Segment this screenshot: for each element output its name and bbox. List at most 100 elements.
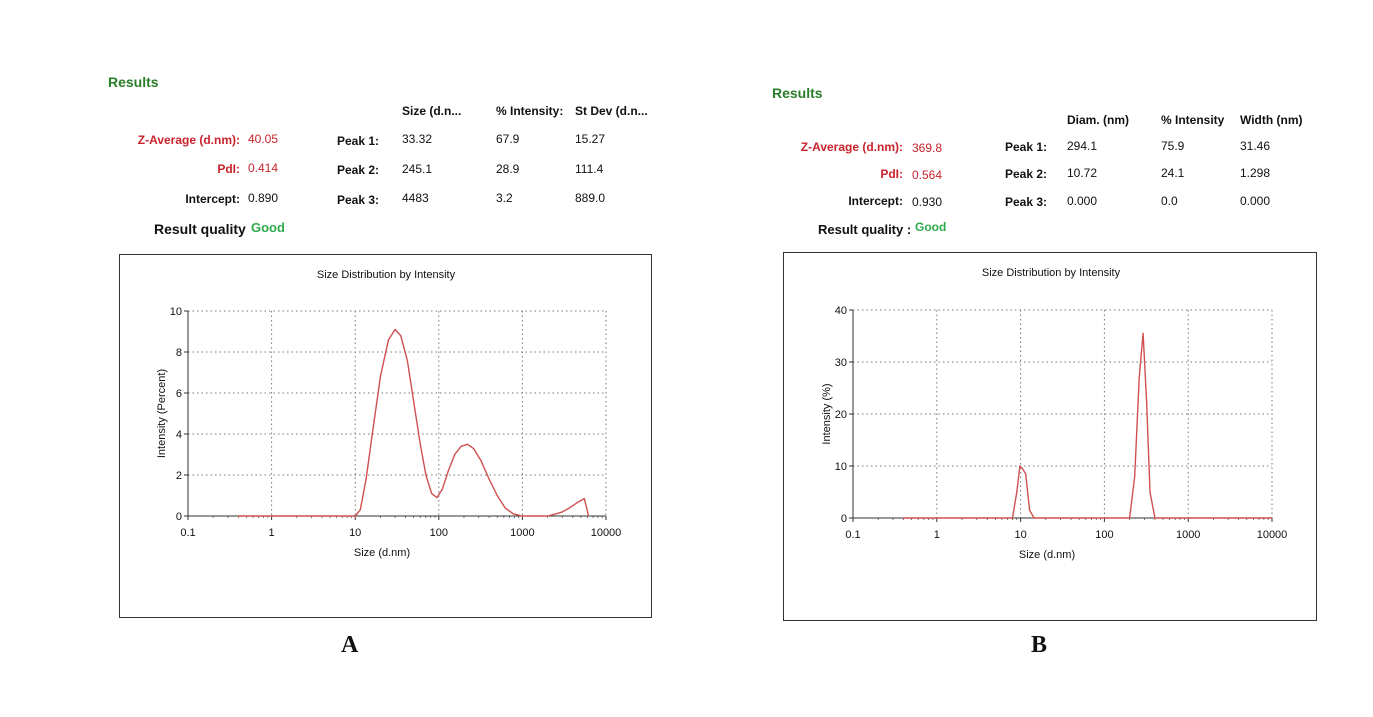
result-quality-label-a: Result quality: [154, 221, 246, 237]
peak-1-label-a: Peak 1:: [337, 134, 380, 148]
data-point-a: [572, 505, 574, 507]
x-tick-label-a: 10: [349, 527, 361, 539]
result-quality-label-b: Result quality :: [818, 222, 912, 237]
intercept-value-a: 0.890: [248, 191, 279, 205]
x-tick-label-b: 1: [934, 529, 940, 541]
y-tick-label-a: 2: [176, 470, 182, 482]
results-heading-b: Results: [772, 85, 823, 101]
data-point-b: [1142, 332, 1144, 334]
y-tick-label-b: 10: [835, 461, 847, 473]
table-header-width-b: Width (nm): [1240, 113, 1303, 127]
peak-1-width-b: 31.46: [1240, 139, 1271, 153]
series-line-b: [903, 332, 1272, 519]
data-point-a: [488, 478, 490, 480]
peak-1-intensity-b: 75.9: [1161, 139, 1185, 153]
peak-1-label-b: Peak 1:: [1005, 140, 1048, 154]
data-point-b: [1025, 473, 1027, 475]
data-point-a: [441, 488, 443, 490]
data-point-a: [588, 515, 590, 517]
data-point-a: [536, 515, 538, 517]
data-point-a: [480, 460, 482, 462]
data-point-a: [430, 492, 433, 495]
data-point-b: [1129, 517, 1131, 519]
data-point-b: [1028, 509, 1031, 511]
result-quality-value-a: Good: [251, 220, 285, 235]
intercept-value-b: 0.930: [912, 195, 943, 209]
data-point-b: [1271, 517, 1273, 519]
data-point-a: [546, 515, 549, 517]
data-point-b: [1011, 517, 1014, 519]
x-axis-label-b: Size (d.nm): [1019, 549, 1075, 561]
peak-2-size-a: 245.1: [402, 162, 433, 176]
table-header-diam-b: Diam. (nm): [1067, 113, 1130, 127]
y-tick-label-a: 4: [176, 429, 182, 441]
chart-title-b: Size Distribution by Intensity: [982, 267, 1121, 279]
y-axis-label-a: Intensity (Percent): [156, 369, 168, 458]
peak-2-label-b: Peak 2:: [1005, 167, 1048, 181]
y-tick-label-b: 0: [841, 513, 847, 525]
z-average-label-a: Z-Average (d.nm):: [137, 133, 240, 147]
chart-frame-a: Size Distribution by Intensity 0.1 1 10 100 1…: [119, 254, 652, 618]
data-point-a: [576, 502, 578, 504]
z-average-label-b: Z-Average (d.nm):: [800, 140, 903, 154]
y-tick-label-a: 10: [170, 306, 182, 318]
table-header-size-a: Size (d.n...: [402, 104, 462, 118]
peak-3-intensity-b: 0.0: [1161, 194, 1178, 208]
x-tick-label-b: 0.1: [845, 529, 860, 541]
data-point-a: [394, 328, 396, 331]
x-tick-label-b: 100: [1095, 529, 1113, 541]
chart-title-a: Size Distribution by Intensity: [317, 269, 456, 281]
peak-1-stdev-a: 15.27: [575, 132, 606, 146]
x-tick-label-a: 1: [269, 527, 275, 539]
z-average-value-a: 40.05: [248, 132, 279, 146]
peak-1-diam-b: 294.1: [1067, 139, 1098, 153]
peak-3-stdev-a: 889.0: [575, 191, 606, 205]
data-point-a: [567, 508, 569, 510]
data-point-a: [472, 447, 475, 449]
peak-1-intensity-a: 67.9: [496, 132, 520, 146]
data-point-b: [1134, 475, 1136, 477]
data-point-a: [521, 515, 523, 517]
pdi-label-a: PdI:: [217, 162, 240, 176]
pdi-value-a: 0.414: [248, 161, 279, 175]
peak-2-label-a: Peak 2:: [337, 163, 380, 177]
x-tick-label-a: 0.1: [180, 527, 195, 539]
y-tick-label-b: 30: [835, 357, 847, 369]
peak-3-width-b: 0.000: [1240, 194, 1271, 208]
y-axis-label-b: Intensity (%): [821, 383, 833, 444]
data-point-b: [1016, 491, 1018, 493]
x-tick-label-a: 1000: [510, 527, 534, 539]
data-point-a: [454, 453, 456, 456]
x-tick-label-a: 100: [430, 527, 448, 539]
peak-2-intensity-b: 24.1: [1161, 166, 1185, 180]
data-point-b: [936, 517, 938, 519]
peak-3-diam-b: 0.000: [1067, 194, 1098, 208]
series-line-a: [238, 328, 590, 517]
panel-letter-b: B: [1031, 632, 1048, 658]
data-point-a: [271, 515, 273, 517]
data-point-b: [1146, 403, 1148, 405]
data-point-a: [436, 496, 438, 499]
peak-3-label-a: Peak 3:: [337, 193, 380, 207]
data-point-a: [580, 500, 582, 502]
x-axis-label-a: Size (d.nm): [354, 547, 410, 559]
data-point-a: [387, 339, 390, 341]
pdi-label-b: PdI:: [880, 167, 903, 181]
x-tick-label-b: 10: [1014, 529, 1026, 541]
data-point-a: [379, 376, 381, 378]
y-tick-label-b: 40: [835, 305, 847, 317]
data-point-b: [1019, 465, 1021, 467]
y-tick-label-a: 6: [176, 388, 182, 400]
chart-frame-b: Size Distribution by Intensity 0.1 1 10 100 1…: [783, 252, 1317, 621]
data-point-a: [466, 443, 469, 445]
pdi-value-b: 0.564: [912, 168, 943, 182]
z-average-value-b: 369.8: [912, 141, 943, 155]
peak-3-intensity-a: 3.2: [496, 191, 513, 205]
y-tick-label-a: 8: [176, 347, 182, 359]
data-point-a: [413, 400, 415, 402]
data-point-b: [1021, 468, 1023, 470]
peak-1-size-a: 33.32: [402, 132, 433, 146]
data-point-a: [354, 515, 356, 517]
table-header-stdev-a: St Dev (d.n...: [575, 104, 648, 118]
data-point-a: [555, 513, 557, 515]
